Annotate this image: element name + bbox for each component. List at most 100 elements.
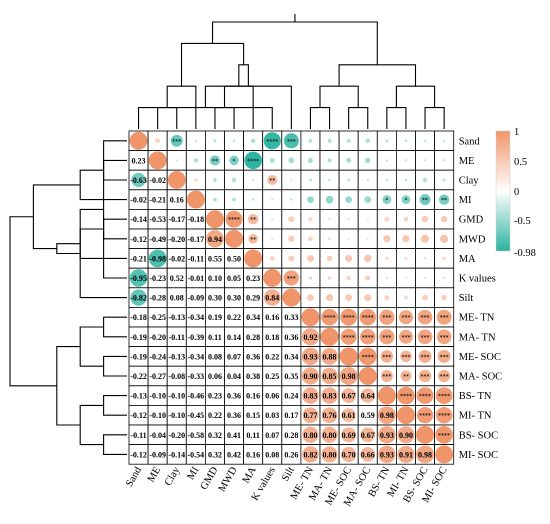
dendrogram-branch bbox=[319, 85, 359, 108]
dendrogram-branch bbox=[103, 434, 127, 455]
row-label-me: ME bbox=[459, 156, 475, 167]
cell-mwd-silt-circle bbox=[288, 235, 295, 242]
cell-ma-me-bg-circle bbox=[148, 249, 167, 268]
cell-bs-soc-mi-soc-significance: **** bbox=[438, 432, 450, 439]
cell-me-tn-me-tn-circle bbox=[301, 308, 320, 327]
cell-me-tn-clay-value: -0.13 bbox=[168, 313, 185, 322]
cell-mwd-ma-tn-circle bbox=[328, 237, 332, 241]
cell-me-soc-mi-tn-significance: *** bbox=[401, 354, 410, 361]
cell-me-tn-bs-tn-circle bbox=[379, 309, 395, 325]
cell-clay-silt-circle bbox=[290, 178, 293, 182]
cell-mi-tn-gmd-value: 0.22 bbox=[208, 411, 222, 420]
cell-k-values-me-value: -0.23 bbox=[149, 274, 166, 283]
cell-bs-soc-sand-value: -0.11 bbox=[130, 431, 146, 440]
colorbar-tick-minus-0.98: -0.98 bbox=[514, 248, 536, 259]
cell-bs-tn-mi-soc-circle bbox=[435, 387, 453, 405]
cell-mi-ma-circle bbox=[251, 198, 255, 201]
cell-ma-tn-mi-value: -0.39 bbox=[188, 333, 205, 342]
cell-ma-soc-me-tn-value: 0.90 bbox=[303, 372, 317, 381]
dendrogram-branch bbox=[338, 64, 417, 87]
cell-k-values-ma-soc-circle bbox=[365, 275, 371, 281]
dendrogram-branch bbox=[157, 107, 178, 129]
cell-me-me-tn-circle bbox=[307, 157, 314, 163]
cell-me-soc-ma-soc-significance: **** bbox=[362, 354, 374, 361]
cell-gmd-mi-soc-circle bbox=[440, 215, 448, 223]
cell-mi-soc-ma-soc-value: 0.66 bbox=[361, 450, 375, 459]
cell-me-tn-mi-value: -0.34 bbox=[188, 313, 205, 322]
cell-bs-tn-bs-soc-circle bbox=[416, 387, 434, 405]
cell-me-ma-tn-circle bbox=[327, 158, 332, 163]
cell-ma-tn-ma-soc-circle bbox=[359, 329, 376, 345]
cell-silt-me-value: -0.28 bbox=[149, 294, 166, 303]
cell-silt-k-values-value: 0.84 bbox=[265, 294, 279, 303]
cell-silt-ma-tn-circle bbox=[325, 294, 334, 302]
cell-ma-soc-bs-soc-significance: *** bbox=[421, 374, 430, 381]
cell-bs-tn-ma-soc-bg-circle bbox=[360, 388, 375, 403]
cell-bs-tn-gmd-value: 0.23 bbox=[208, 392, 222, 401]
cell-sand-me-tn-circle bbox=[308, 138, 313, 143]
cell-mi-tn-me-soc-value: 0.61 bbox=[342, 411, 356, 420]
cell-mwd-me-value: -0.49 bbox=[149, 235, 166, 244]
cell-ma-soc-mi-tn-significance: ** bbox=[403, 374, 409, 381]
cell-clay-k-values-significance: ** bbox=[269, 178, 275, 185]
cell-bs-soc-bs-tn-value: 0.93 bbox=[380, 431, 394, 440]
cell-gmd-silt-circle bbox=[288, 216, 295, 223]
cell-me-me-soc-circle bbox=[346, 157, 352, 163]
cell-mwd-me-tn-circle bbox=[308, 236, 313, 242]
cell-ma-k-values-circle bbox=[269, 256, 275, 261]
cell-ma-tn-bs-tn-significance: *** bbox=[382, 334, 391, 341]
cell-me-soc-me-tn-value: 0.93 bbox=[303, 352, 317, 361]
cell-ma-mwd-value: 0.50 bbox=[227, 254, 241, 263]
cell-me-mwd-circle bbox=[229, 155, 239, 166]
cell-gmd-mi-tn-circle bbox=[403, 216, 409, 222]
cell-me-tn-me-soc-significance: **** bbox=[343, 315, 355, 322]
cell-k-values-bs-soc-circle bbox=[423, 276, 427, 280]
cell-clay-me-value: -0.02 bbox=[149, 176, 166, 185]
cell-mi-bs-tn-circle bbox=[382, 195, 392, 205]
row-label-mwd: MWD bbox=[459, 234, 486, 245]
cell-sand-mi-circle bbox=[194, 139, 198, 142]
cell-me-tn-bs-soc-significance: *** bbox=[421, 315, 430, 322]
cell-gmd-clay-value: -0.17 bbox=[168, 215, 185, 224]
cell-me-soc-bs-tn-circle bbox=[380, 350, 394, 363]
cell-silt-me-tn-circle bbox=[307, 294, 314, 301]
column-label-sand: Sand bbox=[124, 465, 144, 489]
cell-mi-tn-mi-soc-circle bbox=[435, 406, 453, 424]
cell-bs-tn-mi-value: -0.46 bbox=[188, 392, 205, 401]
cell-me-tn-ma-value: 0.34 bbox=[246, 313, 260, 322]
cell-me-soc-bs-soc-significance: *** bbox=[421, 354, 430, 361]
cell-ma-tn-mi-soc-circle bbox=[436, 329, 452, 345]
cell-mi-soc-ma-tn-value: 0.80 bbox=[323, 450, 337, 459]
cell-gmd-bs-soc-circle bbox=[421, 215, 429, 223]
cell-me-tn-mi-tn-circle bbox=[398, 310, 414, 325]
cell-mi-me-tn-circle bbox=[307, 196, 314, 203]
cell-me-soc-ma-value: 0.36 bbox=[246, 352, 260, 361]
dendrogram-branch bbox=[103, 355, 127, 377]
cell-silt-bs-tn-circle bbox=[384, 295, 390, 301]
row-label-me-soc: ME- SOC bbox=[459, 352, 501, 363]
cell-ma-tn-k-values-value: 0.18 bbox=[265, 333, 279, 342]
cell-me-tn-gmd-value: 0.19 bbox=[208, 313, 222, 322]
cell-silt-me-soc-circle bbox=[345, 294, 353, 301]
cell-sand-ma-tn-circle bbox=[327, 138, 332, 143]
cell-silt-sand-value: -0.82 bbox=[130, 294, 147, 303]
colorbar-tick-minus-0.5: -0.5 bbox=[514, 216, 531, 227]
cell-mi-ma-soc-circle bbox=[364, 196, 372, 203]
cell-ma-soc-me-soc-bg-circle bbox=[339, 367, 358, 385]
cell-me-gmd-circle bbox=[209, 155, 221, 166]
cell-mi-tn-mwd-value: 0.36 bbox=[227, 411, 241, 420]
dendrogram-branch bbox=[395, 85, 436, 108]
cell-me-tn-sand-value: -0.18 bbox=[130, 313, 147, 322]
cell-k-values-clay-value: 0.52 bbox=[170, 274, 184, 283]
cell-bs-soc-ma-soc-bg-circle bbox=[360, 427, 376, 443]
cell-bs-soc-mi-soc-circle bbox=[435, 425, 453, 444]
cell-k-values-ma-value: 0.23 bbox=[246, 274, 260, 283]
cell-sand-k-values-significance: **** bbox=[266, 138, 278, 145]
cell-ma-tn-ma-value: 0.28 bbox=[246, 333, 260, 342]
cell-ma-gmd-value: 0.55 bbox=[208, 254, 222, 263]
cell-ma-soc-me-soc-value: 0.98 bbox=[342, 372, 356, 381]
cell-bs-soc-ma-value: 0.11 bbox=[246, 431, 260, 440]
dendrogram-branch bbox=[79, 326, 104, 367]
cell-mi-mi-soc-significance: ** bbox=[441, 197, 447, 204]
column-label-me: ME bbox=[146, 465, 163, 484]
